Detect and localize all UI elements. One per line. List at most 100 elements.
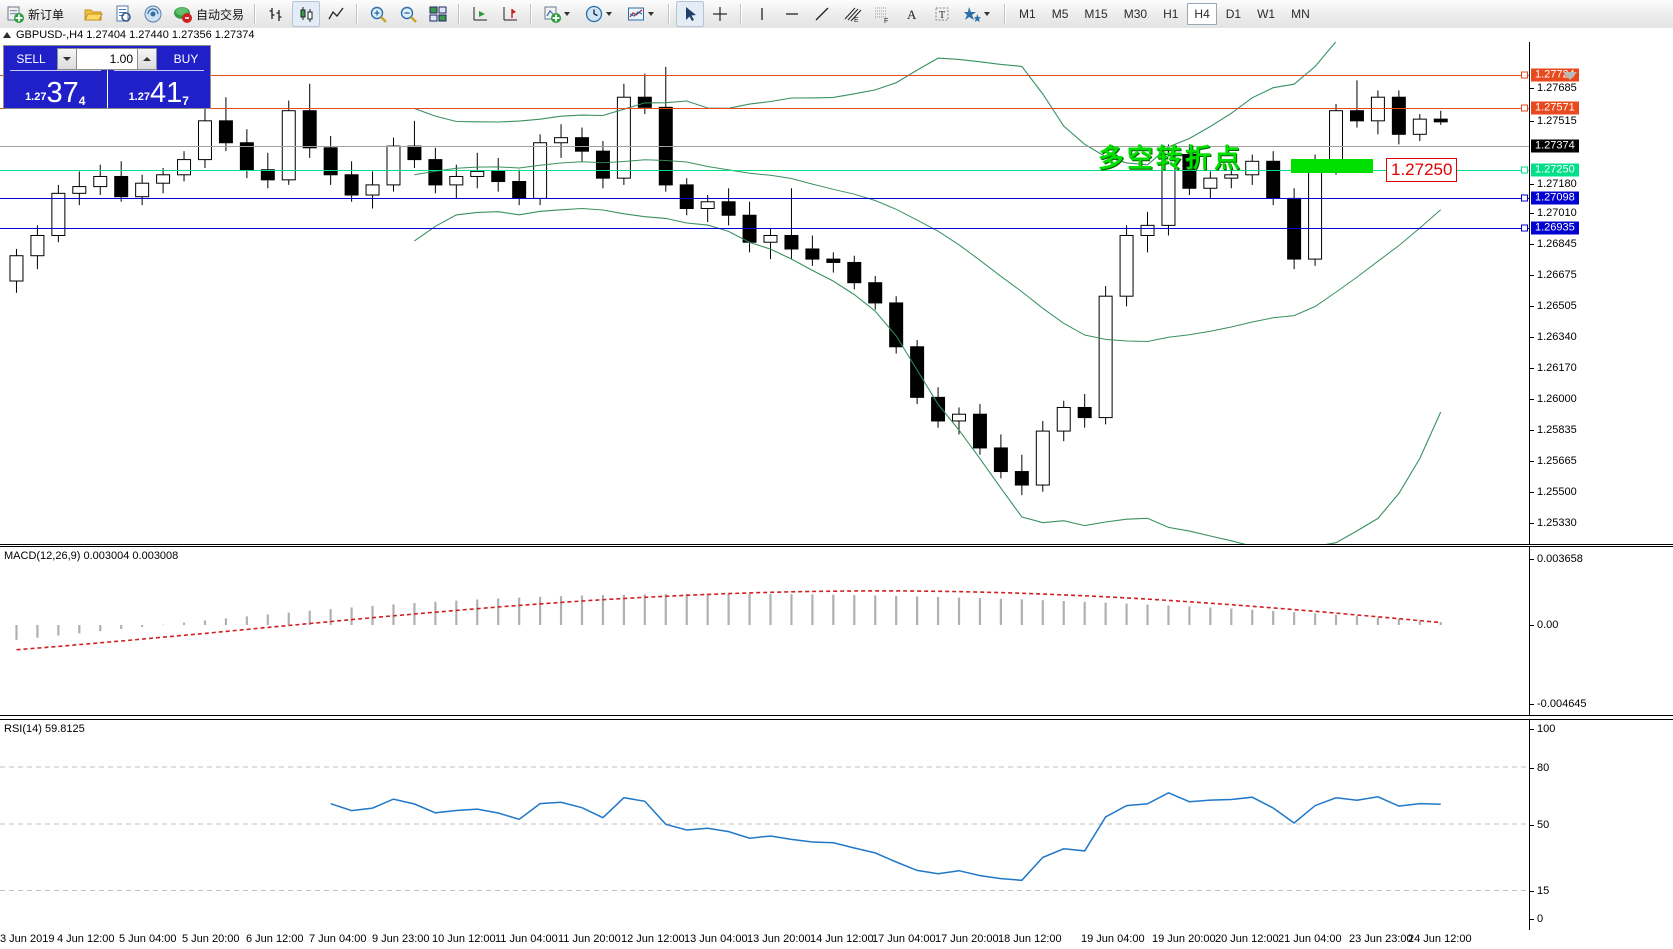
sell-button[interactable]: SELL xyxy=(7,49,55,69)
price-line-current-price[interactable] xyxy=(0,146,1529,147)
scroll-down-arrow-icon[interactable] xyxy=(1563,72,1577,80)
buy-button[interactable]: BUY xyxy=(162,49,210,69)
fibonacci-button[interactable]: F xyxy=(868,1,896,27)
expand-icon[interactable] xyxy=(3,32,11,38)
macd-svg xyxy=(15,590,1442,651)
price-tick: 1.27515 xyxy=(1530,115,1577,127)
price-plot-area[interactable]: 多空转折点 1.27250 xyxy=(0,42,1529,544)
macd-plot-area[interactable] xyxy=(0,547,1529,715)
line-anchor[interactable] xyxy=(1521,71,1528,79)
rsi-pane[interactable]: RSI(14) 59.8125 100 80 50 15 0 xyxy=(0,719,1673,930)
time-tick: 4 Jun 12:00 xyxy=(57,933,115,945)
timeframe-h4[interactable]: H4 xyxy=(1187,3,1217,25)
timeframe-d1[interactable]: D1 xyxy=(1225,7,1242,21)
line-chart-button[interactable] xyxy=(322,1,350,27)
print-preview-button[interactable] xyxy=(109,1,137,27)
auto-scroll-button[interactable] xyxy=(496,1,524,27)
price-line-support-lower[interactable] xyxy=(0,228,1529,229)
line-anchor[interactable] xyxy=(1521,224,1528,232)
chevron-down-icon-4[interactable] xyxy=(984,12,991,16)
price-level-label[interactable]: 1.26935 xyxy=(1531,221,1579,235)
equidistant-channel-button[interactable]: E xyxy=(838,1,866,27)
rsi-plot-area[interactable] xyxy=(0,720,1529,930)
toolbar-separator xyxy=(254,4,257,24)
sell-price-cell[interactable]: 1.27 37 4 xyxy=(4,70,107,108)
new-order-button[interactable]: 新订单 xyxy=(1,1,68,27)
indicators-icon xyxy=(542,4,562,24)
price-level-label[interactable]: 1.27571 xyxy=(1531,101,1579,115)
vertical-line-button[interactable] xyxy=(748,1,776,27)
timeframe-mn[interactable]: MN xyxy=(1291,7,1310,21)
buy-price-prefix: 1.27 xyxy=(128,91,150,103)
trendline-button[interactable] xyxy=(808,1,836,27)
sell-price-fraction: 4 xyxy=(78,94,86,108)
time-tick: 5 Jun 20:00 xyxy=(182,933,240,945)
time-axis[interactable]: 3 Jun 2019 4 Jun 12:00 5 Jun 04:00 5 Jun 20… xyxy=(0,930,1673,949)
network-button[interactable] xyxy=(139,1,167,27)
price-level-label[interactable]: 1.27374 xyxy=(1531,139,1579,153)
new-order-icon xyxy=(5,4,25,24)
cursor-button[interactable] xyxy=(676,1,705,27)
timeframe-m1[interactable]: M1 xyxy=(1019,7,1036,21)
highlight-rectangle[interactable] xyxy=(1291,159,1373,173)
rsi-svg xyxy=(0,766,1529,891)
price-line-turning-point[interactable] xyxy=(0,170,1529,171)
volume-control[interactable]: 1.00 xyxy=(57,48,157,70)
text-label-button[interactable]: A xyxy=(898,1,926,27)
candlestick-chart-button[interactable] xyxy=(292,1,321,27)
volume-dropdown-button[interactable] xyxy=(57,48,77,70)
price-tick: 1.27685 xyxy=(1530,82,1577,94)
price-tick: 1.27180 xyxy=(1530,178,1577,190)
trendline-icon xyxy=(812,4,832,24)
period-button[interactable] xyxy=(580,1,620,27)
tile-windows-button[interactable] xyxy=(424,1,452,27)
timeframe-m15[interactable]: M15 xyxy=(1084,7,1108,21)
text-button[interactable]: T xyxy=(928,1,956,27)
timeframe-m30[interactable]: M30 xyxy=(1123,7,1148,21)
line-anchor[interactable] xyxy=(1521,166,1528,174)
volume-input[interactable]: 1.00 xyxy=(77,48,137,70)
crosshair-button[interactable] xyxy=(706,1,734,27)
rsi-axis[interactable]: 100 80 50 15 0 xyxy=(1529,720,1673,930)
text-label-icon: A xyxy=(902,4,922,24)
rsi-tick: 0 xyxy=(1530,913,1543,925)
bar-chart-button[interactable] xyxy=(262,1,290,27)
indicators-button[interactable] xyxy=(538,1,578,27)
one-click-trading-panel[interactable]: SELL 1.00 BUY 1.27 37 4 1.27 xyxy=(3,45,211,109)
price-tick: 1.25665 xyxy=(1530,455,1577,467)
chart-shift-button[interactable] xyxy=(466,1,494,27)
price-level-label[interactable]: 1.27098 xyxy=(1531,191,1579,205)
line-anchor[interactable] xyxy=(1521,104,1528,112)
time-tick: 7 Jun 04:00 xyxy=(309,933,367,945)
macd-pane[interactable]: MACD(12,26,9) 0.003004 0.003008 0.003658… xyxy=(0,546,1673,716)
rsi-tick: 50 xyxy=(1530,819,1549,831)
crosshair-icon xyxy=(710,4,730,24)
folder-icon xyxy=(83,4,103,24)
timeframe-m5[interactable]: M5 xyxy=(1051,7,1069,21)
timeframe-w1[interactable]: W1 xyxy=(1257,7,1276,21)
price-box-label[interactable]: 1.27250 xyxy=(1386,158,1458,182)
rsi-tick: 15 xyxy=(1530,885,1549,897)
timeframe-h1[interactable]: H1 xyxy=(1163,7,1179,21)
chevron-down-icon-2[interactable] xyxy=(606,12,613,16)
chevron-down-icon-3[interactable] xyxy=(648,12,655,16)
zoom-out-button[interactable] xyxy=(394,1,422,27)
line-anchor[interactable] xyxy=(1521,194,1528,202)
zoom-in-button[interactable] xyxy=(364,1,392,27)
templates-button[interactable] xyxy=(622,1,662,27)
folder-button[interactable] xyxy=(79,1,107,27)
autotrade-button[interactable]: 自动交易 xyxy=(169,1,248,27)
price-line-resistance-upper[interactable] xyxy=(0,75,1529,76)
price-level-label[interactable]: 1.27250 xyxy=(1531,163,1579,177)
cursor-icon xyxy=(680,4,700,24)
macd-axis[interactable]: 0.003658 0.00 -0.004645 xyxy=(1529,547,1673,715)
price-line-support-upper[interactable] xyxy=(0,198,1529,199)
price-chart-pane[interactable]: 多空转折点 1.27250 1.27685 1.27515 1.27180 1.270… xyxy=(0,42,1673,588)
shapes-button[interactable] xyxy=(958,1,998,27)
horizontal-line-button[interactable] xyxy=(778,1,806,27)
volume-up-button[interactable] xyxy=(137,48,157,70)
chevron-down-icon[interactable] xyxy=(564,12,571,16)
price-axis[interactable]: 1.27685 1.27515 1.27180 1.27010 1.26845 1.266… xyxy=(1529,42,1673,588)
buy-price-cell[interactable]: 1.27 41 7 xyxy=(106,70,211,108)
price-line-resistance-lower[interactable] xyxy=(0,108,1529,109)
